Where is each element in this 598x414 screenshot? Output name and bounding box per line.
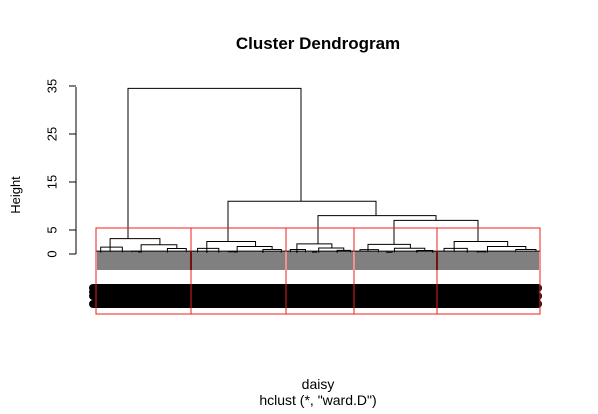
chart-title: Cluster Dendrogram [236, 34, 400, 53]
cluster-boxes [95, 227, 541, 315]
leaf-stub-lines [95, 251, 541, 270]
y-tick-label-0: 0 [45, 250, 60, 257]
x-axis-label: daisy [302, 376, 335, 392]
chart-subtitle: hclust (*, "ward.D") [259, 392, 376, 408]
merge-right-sub [317, 215, 437, 244]
y-tick-label-15: 15 [45, 175, 60, 189]
y-tick-label-35: 35 [45, 79, 60, 93]
merge-root [127, 87, 302, 239]
leaf-stubs [95, 250, 541, 270]
y-axis-label: Height [8, 176, 23, 214]
merge-cluster-5 [453, 241, 509, 249]
cluster-box-5 [436, 227, 541, 315]
merge-cluster-1 [109, 238, 161, 248]
leaf-labels [89, 284, 542, 308]
merge-cluster-2 [206, 241, 257, 249]
y-tick-label-25: 25 [45, 127, 60, 141]
merge-cluster-4 [367, 243, 411, 250]
merge-right-pair [393, 219, 479, 245]
merge-cluster-3 [296, 243, 333, 250]
y-tick-label-5: 5 [45, 226, 60, 233]
y-axis: 0 5 15 25 35 [45, 79, 77, 258]
merge-right-main [227, 200, 377, 242]
